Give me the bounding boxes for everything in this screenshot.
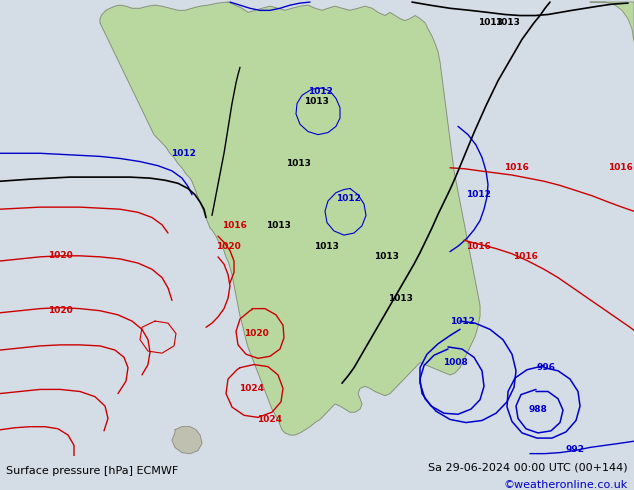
Text: 1008: 1008 [443, 358, 467, 367]
Text: 1020: 1020 [48, 306, 72, 315]
Text: 1012: 1012 [450, 317, 474, 325]
Text: 1013: 1013 [285, 159, 311, 168]
Text: Surface pressure [hPa] ECMWF: Surface pressure [hPa] ECMWF [6, 466, 179, 476]
Text: 1012: 1012 [335, 195, 361, 203]
Text: 1012: 1012 [307, 87, 332, 96]
Text: 992: 992 [566, 445, 585, 454]
Text: 1020: 1020 [243, 329, 268, 338]
Text: ©weatheronline.co.uk: ©weatheronline.co.uk [503, 480, 628, 490]
Text: 1016: 1016 [503, 163, 528, 172]
Text: 1013: 1013 [373, 252, 398, 261]
Text: 996: 996 [536, 363, 555, 372]
Text: 1020: 1020 [216, 242, 240, 251]
Text: 1024: 1024 [257, 415, 283, 424]
Text: 1013: 1013 [477, 18, 502, 27]
Text: 1013: 1013 [495, 18, 519, 27]
Text: 1013: 1013 [266, 221, 290, 230]
Text: 1020: 1020 [48, 251, 72, 260]
Polygon shape [590, 2, 634, 42]
Text: 1016: 1016 [512, 252, 538, 261]
Text: Sa 29-06-2024 00:00 UTC (00+144): Sa 29-06-2024 00:00 UTC (00+144) [428, 463, 628, 473]
Text: 1012: 1012 [465, 190, 491, 199]
Text: 1024: 1024 [240, 384, 264, 393]
Text: 1016: 1016 [465, 242, 491, 251]
Text: 1016: 1016 [221, 221, 247, 230]
Text: 1013: 1013 [387, 294, 413, 303]
Polygon shape [172, 427, 202, 454]
Polygon shape [100, 2, 480, 435]
Text: 1016: 1016 [607, 163, 633, 172]
Text: 1013: 1013 [304, 97, 328, 106]
Text: 988: 988 [529, 405, 547, 414]
Text: 1013: 1013 [314, 242, 339, 251]
Text: 1012: 1012 [171, 149, 195, 158]
